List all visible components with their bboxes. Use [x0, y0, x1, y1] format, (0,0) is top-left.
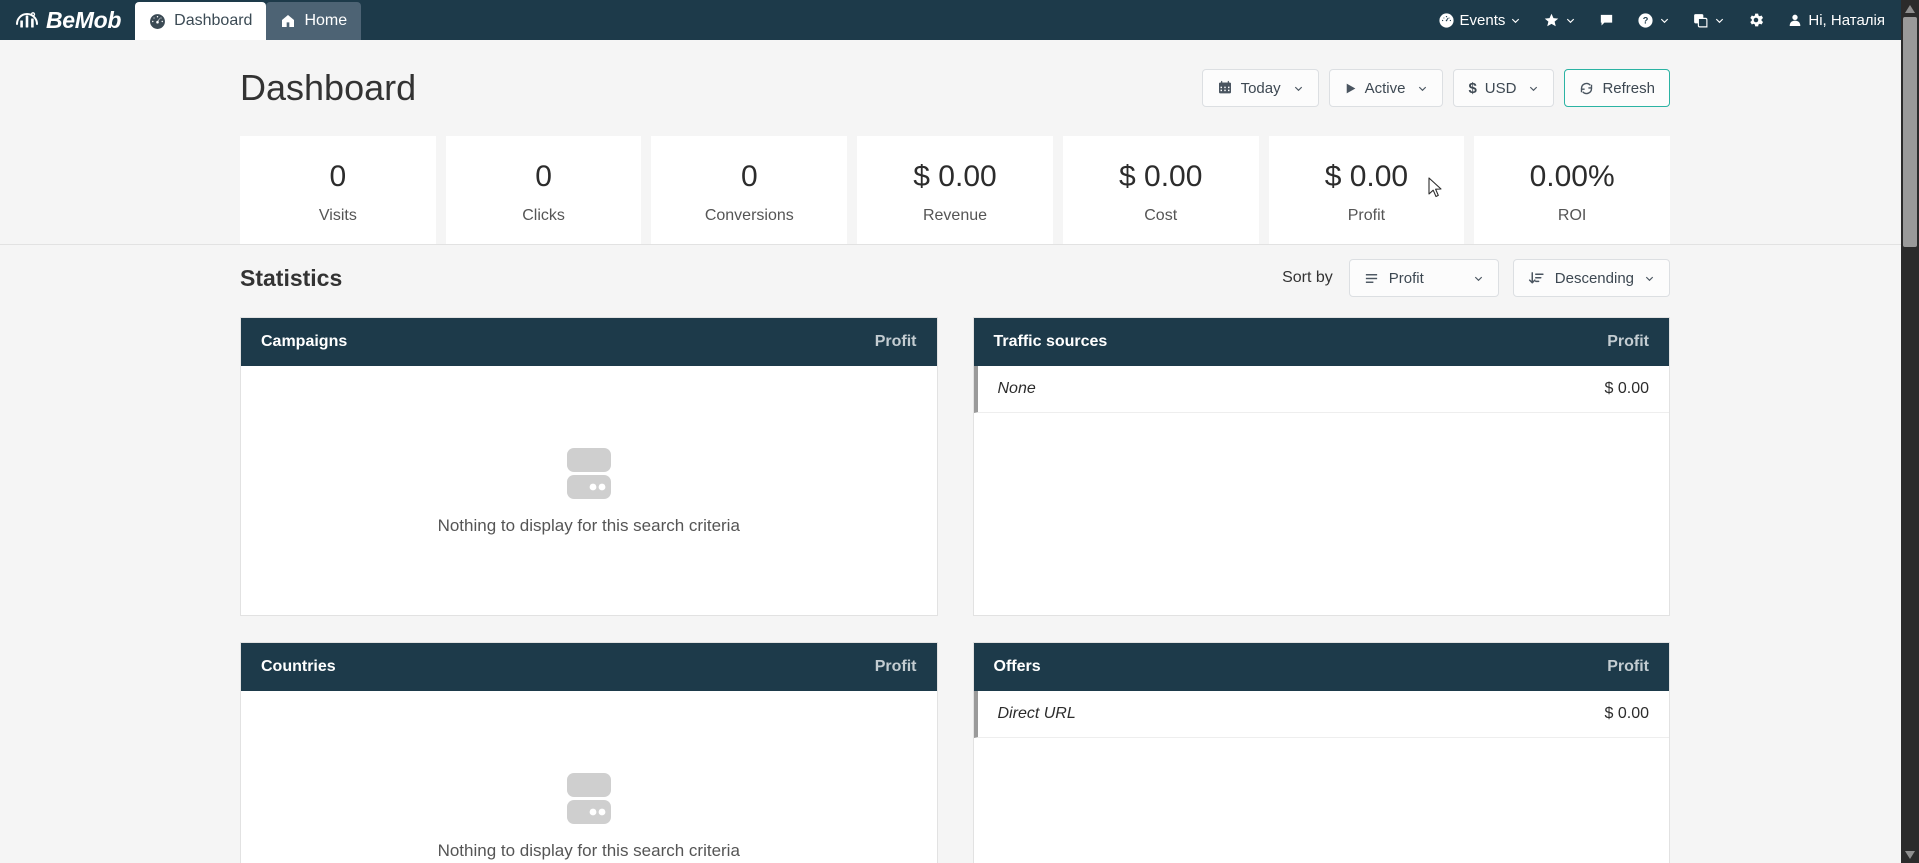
svg-text:?: ?	[1643, 15, 1649, 25]
